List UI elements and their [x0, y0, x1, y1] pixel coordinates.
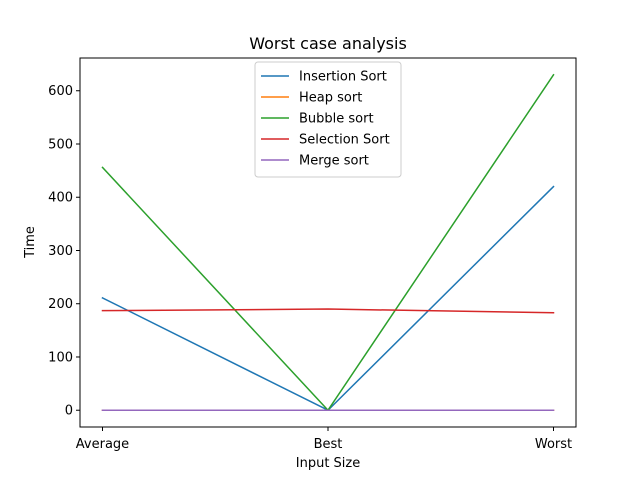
legend-label-heap-sort: Heap sort: [299, 91, 362, 106]
chart-title: Worst case analysis: [249, 34, 407, 53]
legend-label-merge-sort: Merge sort: [299, 154, 369, 169]
x-tick-label-worst: Worst: [535, 437, 572, 452]
y-tick-label: 400: [48, 191, 73, 206]
y-tick-label: 500: [48, 137, 73, 152]
legend-label-selection-sort: Selection Sort: [299, 133, 390, 148]
series-line-selection-sort: [101, 308, 555, 314]
legend-label-bubble-sort: Bubble sort: [299, 112, 374, 127]
y-tick-label: 100: [48, 350, 73, 365]
y-tick-label: 300: [48, 244, 73, 259]
y-tick-label: 200: [48, 297, 73, 312]
legend: Insertion Sort Heap sort Bubble sort Select…: [254, 61, 402, 178]
legend-label-insertion-sort: Insertion Sort: [299, 70, 387, 85]
plot-lines: [101, 73, 555, 411]
y-tick-label: 600: [48, 84, 73, 99]
y-tick-label: 0: [65, 404, 73, 419]
y-axis-label: Time: [23, 226, 38, 259]
x-tick-label-average: Average: [76, 437, 129, 452]
x-axis: Average Best Worst: [76, 427, 572, 452]
x-tick-label-best: Best: [314, 437, 343, 452]
series-line-insertion-sort: [101, 185, 555, 411]
legend-box: [254, 61, 402, 178]
x-axis-label: Input Size: [296, 456, 360, 471]
y-axis: 0 100 200 300 400 500 600: [48, 84, 80, 419]
